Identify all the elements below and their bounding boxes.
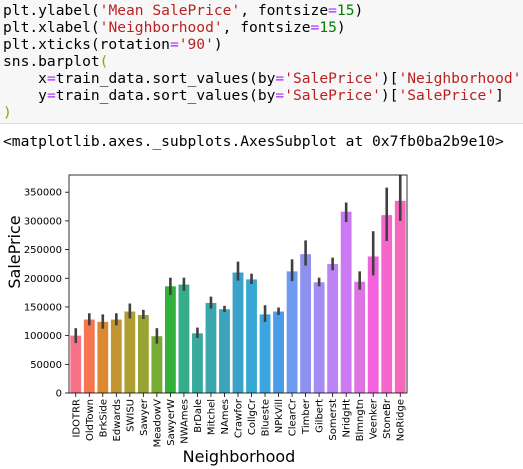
y-tick-label: 150000 bbox=[24, 302, 62, 313]
x-tick-label: StoneBr bbox=[382, 398, 393, 439]
x-tick-label: MeadowV bbox=[152, 399, 163, 448]
barplot-chart: IDOTRR OldTown BrkSide Edwards SWISU Sawyer Me… bbox=[5, 174, 408, 466]
x-tick-label: CollgCr bbox=[247, 398, 258, 435]
x-tick-label: Gilbert bbox=[315, 399, 326, 433]
bar bbox=[354, 281, 366, 393]
x-tick-label: SawyerW bbox=[166, 399, 177, 446]
bar bbox=[367, 256, 379, 393]
code-line-3: plt.xticks(rotation='90') bbox=[3, 36, 223, 53]
bar bbox=[246, 279, 257, 393]
x-tick-label: Blmngtn bbox=[355, 399, 366, 441]
bars-layer bbox=[70, 175, 406, 393]
bar bbox=[259, 314, 271, 393]
x-axis-label: Neighborhood bbox=[183, 447, 296, 466]
x-tick-label: SWISU bbox=[125, 399, 136, 432]
x-tick-label: BrkSide bbox=[98, 399, 109, 437]
cell-output-text: <matplotlib.axes._subplots.AxesSubplot a… bbox=[3, 133, 504, 150]
bar bbox=[192, 333, 203, 393]
bar bbox=[327, 263, 339, 393]
code-line-4: sns.barplot( bbox=[3, 53, 109, 70]
bar bbox=[286, 271, 298, 393]
y-tick-label: 300000 bbox=[24, 216, 62, 227]
bar bbox=[110, 319, 122, 393]
bar bbox=[300, 254, 312, 393]
y-tick-label: 50000 bbox=[30, 360, 62, 371]
x-tick-label: Mitchel bbox=[206, 399, 217, 435]
code-line-6: y=train_data.sort_values(by='SalePrice')… bbox=[38, 87, 504, 104]
x-tick-label: Timber bbox=[301, 398, 312, 435]
bar bbox=[205, 302, 217, 393]
bar bbox=[381, 215, 393, 393]
code-line-5: x=train_data.sort_values(by='SalePrice')… bbox=[38, 70, 523, 87]
bar bbox=[178, 284, 190, 393]
x-tick-label: BrDale bbox=[193, 399, 204, 433]
y-axis-label: SalePrice bbox=[5, 215, 24, 288]
bar bbox=[313, 282, 325, 393]
x-tick-label: IDOTRR bbox=[71, 399, 82, 438]
y-tick-label: 250000 bbox=[24, 245, 62, 256]
axes-layer: IDOTRR OldTown BrkSide Edwards SWISU Sawyer Me… bbox=[24, 174, 408, 448]
bar bbox=[124, 311, 136, 393]
x-tick-label: OldTown bbox=[85, 399, 96, 441]
x-tick-label: NoRidge bbox=[396, 399, 407, 441]
x-tick-label: NWAmes bbox=[179, 399, 190, 444]
bar bbox=[219, 309, 230, 393]
x-tick-label: NAmes bbox=[220, 399, 231, 434]
y-tick-label: 0 bbox=[56, 389, 62, 400]
plot-frame bbox=[68, 174, 408, 394]
x-tick-label: NPkVill bbox=[274, 399, 285, 433]
x-tick-label: Edwards bbox=[112, 399, 123, 441]
code-cell[interactable]: plt.ylabel('Mean SalePrice', fontsize=15… bbox=[0, 0, 523, 124]
bar bbox=[83, 319, 95, 393]
code-line-2: plt.xlabel('Neighborhood', fontsize=15) bbox=[3, 19, 346, 36]
x-tick-label: ClearCr bbox=[288, 398, 299, 436]
bar bbox=[394, 200, 406, 393]
bar bbox=[340, 211, 352, 393]
x-tick-label: NridgHt bbox=[342, 399, 353, 438]
bar bbox=[137, 314, 149, 393]
x-tick-label: Somerst bbox=[328, 399, 339, 441]
bar bbox=[151, 336, 163, 393]
bar bbox=[273, 311, 284, 393]
x-tick-label: Veenker bbox=[369, 398, 380, 439]
y-tick-label: 200000 bbox=[24, 274, 62, 285]
bar bbox=[97, 321, 109, 393]
bar bbox=[164, 286, 176, 393]
bar bbox=[70, 335, 82, 393]
x-tick-label: Sawyer bbox=[139, 398, 150, 436]
y-tick-label: 100000 bbox=[24, 331, 62, 342]
code-line-7: ) bbox=[3, 104, 12, 121]
y-tick-label: 350000 bbox=[24, 188, 62, 199]
x-tick-label: Blueste bbox=[261, 399, 272, 436]
code-line-1: plt.ylabel('Mean SalePrice', fontsize=15… bbox=[3, 2, 364, 19]
x-tick-label: Crawfor bbox=[234, 398, 245, 438]
bar bbox=[232, 272, 244, 393]
